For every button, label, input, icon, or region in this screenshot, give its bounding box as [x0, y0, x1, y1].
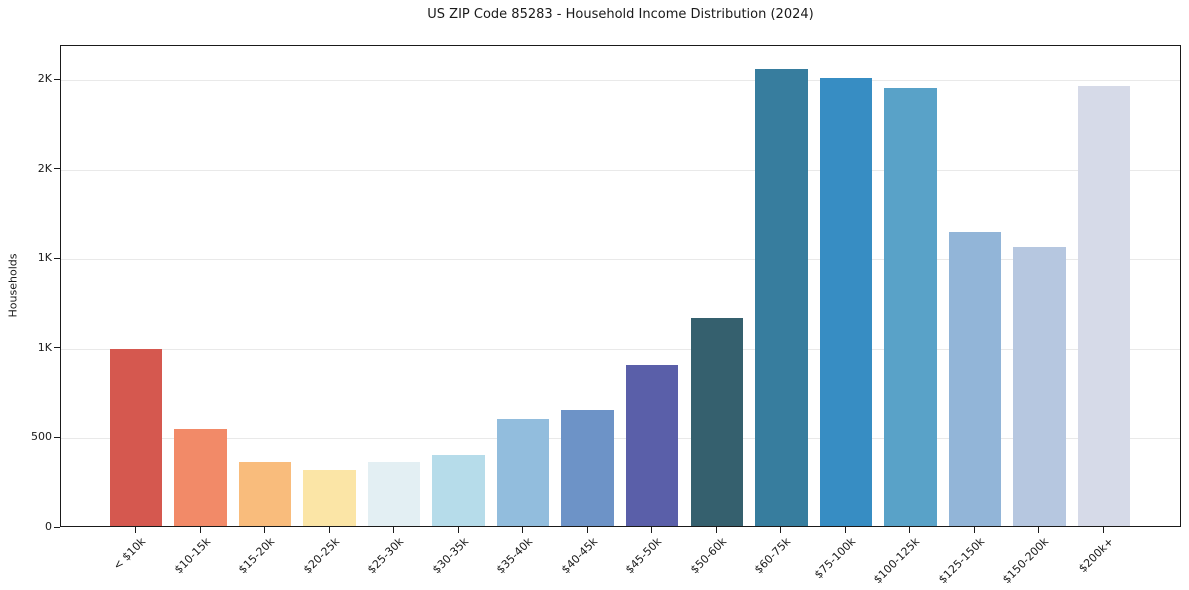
y-tick-mark [54, 347, 60, 349]
bar [625, 364, 679, 526]
x-tick-mark [844, 527, 846, 533]
x-tick-mark [457, 527, 459, 533]
plot-area [60, 45, 1181, 527]
x-tick-label: < $10k [110, 535, 149, 573]
bar [948, 232, 1002, 526]
y-tick-label: 2K [37, 161, 52, 175]
bar [1077, 86, 1131, 526]
gridline [61, 169, 1180, 171]
y-tick-label: 1K [37, 340, 52, 354]
x-tick-mark [393, 527, 395, 533]
x-tick-mark [522, 527, 524, 533]
gridline [61, 348, 1180, 350]
y-tick-mark [54, 78, 60, 80]
y-tick-mark [54, 257, 60, 259]
y-tick-mark [54, 168, 60, 170]
y-tick-label: 500 [31, 430, 52, 444]
bar [496, 419, 550, 526]
bar [432, 455, 485, 526]
bar [109, 348, 163, 526]
bar [561, 409, 614, 526]
bar [174, 429, 227, 526]
gridline [61, 259, 1180, 261]
bar [1013, 247, 1066, 526]
x-tick-mark [1038, 527, 1040, 533]
x-tick-mark [328, 527, 330, 533]
bar [884, 87, 937, 526]
x-tick-mark [651, 527, 653, 533]
x-tick-mark [135, 527, 136, 533]
x-tick-mark [586, 527, 588, 533]
y-tick-label: 0 [45, 520, 52, 533]
bar [238, 461, 292, 526]
x-tick-mark [715, 527, 717, 533]
bar [367, 462, 421, 526]
x-tick-mark [1102, 527, 1104, 533]
bar [755, 69, 808, 526]
x-tick-mark [973, 527, 975, 533]
x-tick-mark [780, 527, 782, 533]
chart-title: US ZIP Code 85283 - Household Income Dis… [427, 7, 814, 22]
x-tick-mark [909, 527, 911, 533]
y-tick-mark [54, 526, 60, 528]
bar [690, 318, 744, 526]
bar [303, 470, 356, 526]
bar [819, 78, 873, 526]
gridline [61, 80, 1180, 82]
x-tick-mark [264, 527, 266, 533]
y-tick-mark [54, 436, 60, 438]
x-tick-mark [199, 527, 201, 533]
y-tick-label: 2K [37, 72, 52, 86]
y-tick-label: 1K [37, 251, 52, 265]
gridline [61, 438, 1180, 440]
